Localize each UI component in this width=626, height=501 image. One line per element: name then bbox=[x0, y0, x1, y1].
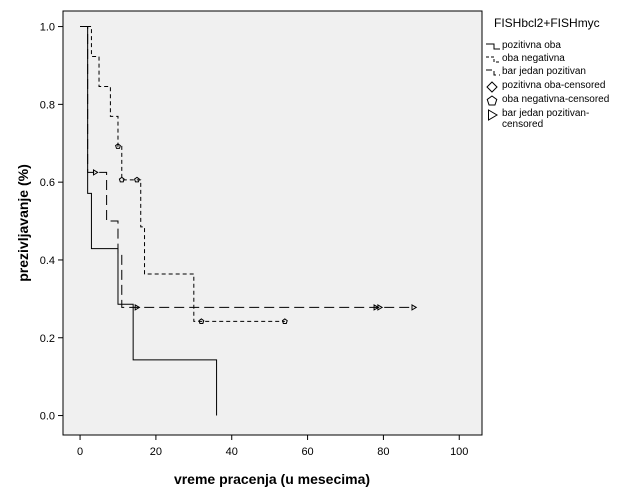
x-tick-label: 20 bbox=[150, 446, 162, 458]
y-tick-label: 0.2 bbox=[40, 333, 55, 345]
legend-entry-1: oba negativna bbox=[486, 53, 565, 64]
legend-label: bar jedan pozitivan bbox=[502, 66, 586, 77]
x-axis-title: vreme pracenja (u mesecima) bbox=[174, 471, 370, 487]
censor-mark-2 bbox=[373, 304, 380, 311]
legend-entry-2: bar jedan pozitivan bbox=[486, 66, 586, 77]
x-tick-label: 80 bbox=[377, 446, 389, 458]
y-tick-label: 0.8 bbox=[40, 99, 55, 111]
y-axis-ticks: 0.0 0.2 0.4 0.6 0.8 1.0 bbox=[40, 22, 63, 423]
censor-marks bbox=[92, 143, 418, 324]
y-axis-title: prezivljavanje (%) bbox=[15, 164, 31, 282]
censor-mark-1 bbox=[115, 143, 121, 149]
plot-area bbox=[62, 10, 483, 436]
censor-mark-2 bbox=[411, 304, 418, 311]
censor-mark-1 bbox=[281, 318, 288, 324]
x-tick-label: 100 bbox=[450, 446, 468, 458]
censor-mark-1 bbox=[198, 318, 205, 324]
legend-entry-5: bar jedan pozitivan-censored bbox=[488, 108, 589, 130]
censor-mark-2 bbox=[92, 169, 99, 176]
legend-label: oba negativna-censored bbox=[502, 94, 609, 105]
legend-marker-symbol bbox=[486, 81, 498, 93]
legend-entry-0: pozitivna oba bbox=[486, 40, 561, 51]
legend-line-symbol bbox=[486, 56, 500, 63]
survival-curve-2 bbox=[80, 26, 414, 308]
censor-mark-2 bbox=[377, 304, 384, 311]
legend-label: bar jedan pozitivan-censored bbox=[502, 108, 589, 130]
y-tick-label: 0.0 bbox=[40, 411, 55, 423]
y-tick-label: 0.6 bbox=[40, 177, 55, 189]
legend-marker-symbol bbox=[486, 95, 498, 106]
legend-line-symbol bbox=[486, 43, 500, 50]
legend-label: oba negativna bbox=[502, 53, 565, 64]
legend-line-symbol bbox=[486, 69, 500, 76]
y-tick-label: 1.0 bbox=[40, 22, 55, 34]
legend: pozitivna oba oba negativna bar jedan pozi… bbox=[486, 40, 609, 130]
y-tick-label: 0.4 bbox=[40, 255, 55, 267]
x-tick-label: 0 bbox=[77, 446, 83, 458]
legend-entry-4: oba negativna-censored bbox=[486, 94, 609, 106]
legend-marker-symbol bbox=[488, 109, 498, 121]
x-tick-label: 40 bbox=[226, 446, 238, 458]
legend-label: pozitivna oba-censored bbox=[502, 80, 605, 91]
legend-entry-3: pozitivna oba-censored bbox=[486, 80, 605, 93]
survival-curves bbox=[80, 26, 414, 416]
censor-mark-1 bbox=[118, 176, 125, 183]
legend-title: FISHbcl2+FISHmyc bbox=[494, 16, 600, 30]
censor-mark-1 bbox=[133, 176, 140, 183]
x-tick-label: 60 bbox=[301, 446, 313, 458]
legend-label: pozitivna oba bbox=[502, 40, 561, 51]
censor-mark-2 bbox=[134, 304, 141, 311]
x-axis-ticks: 0 20 40 60 80 100 bbox=[77, 435, 468, 458]
